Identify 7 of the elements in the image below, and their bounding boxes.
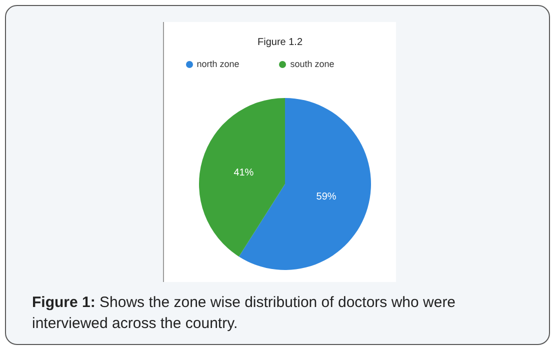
legend-label: north zone xyxy=(196,59,240,69)
pie-slice xyxy=(199,98,285,257)
legend-label: south zone xyxy=(290,59,334,69)
caption: Figure 1: Shows the zone wise distribution of doctors who were interviewed across the country. xyxy=(32,294,456,332)
chart-title: Figure 1.2 xyxy=(256,37,304,50)
data-label: 41% xyxy=(234,168,254,179)
data-label: 59% xyxy=(316,192,336,203)
